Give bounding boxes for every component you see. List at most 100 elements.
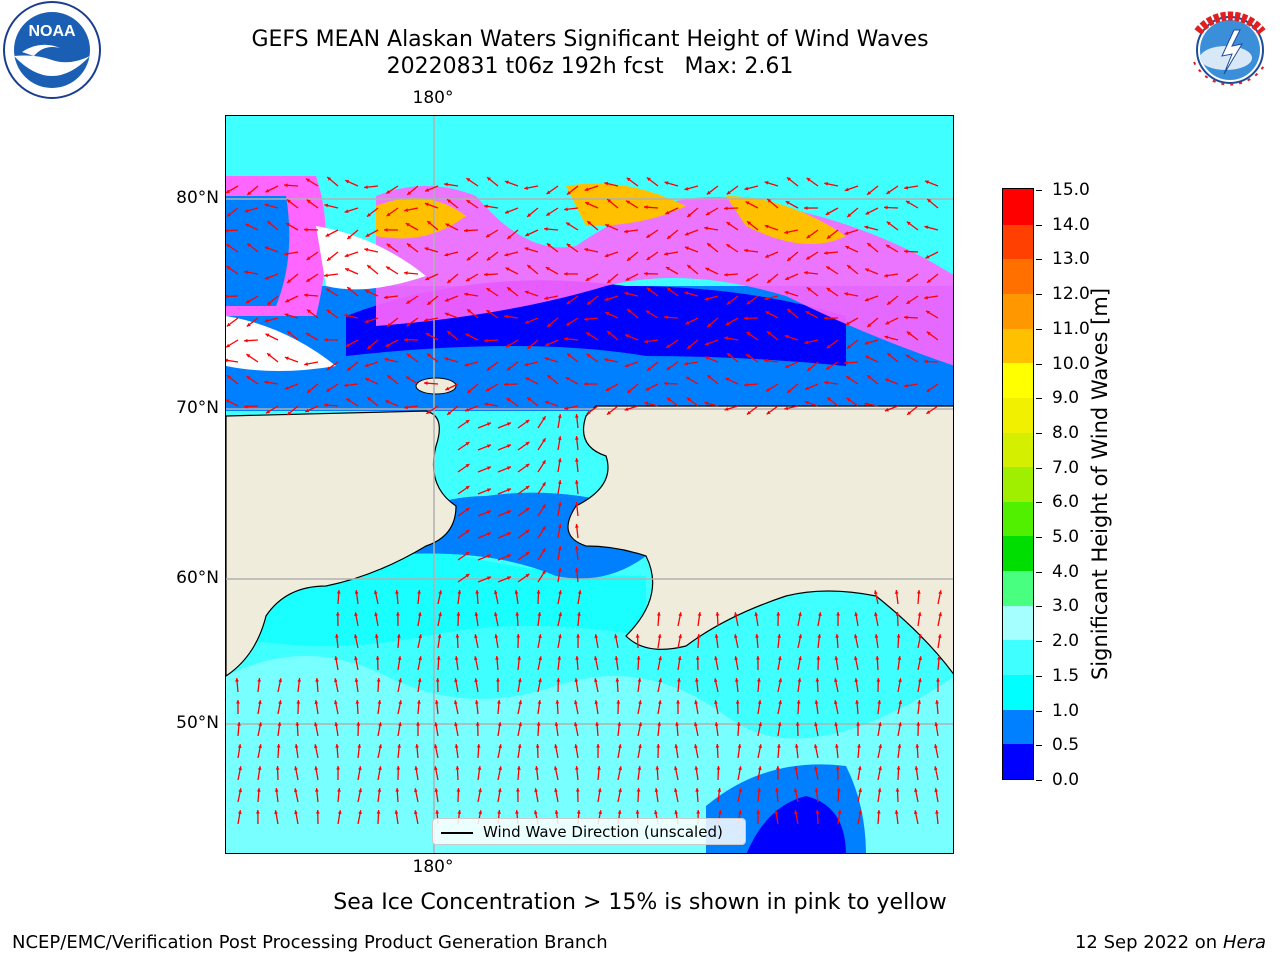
arrow-head (397, 744, 402, 748)
arrow-head (584, 382, 588, 386)
colorbar-segment (1003, 709, 1033, 745)
arrow-head (285, 223, 290, 227)
arrow-head (558, 590, 562, 595)
arrow-head (764, 358, 768, 363)
arrow-head (656, 612, 661, 616)
arrow-head (547, 375, 552, 379)
arrow-head (315, 810, 320, 814)
arrow-head (898, 700, 903, 705)
title-line-2: 20220831 t06z 192h fcst Max: 2.61 (386, 54, 794, 79)
arrow-head (486, 256, 491, 261)
arrow-head (315, 678, 320, 682)
arrow-head (457, 810, 462, 814)
arrow-head (884, 407, 889, 412)
arrow-head (693, 722, 698, 727)
arrow-head (284, 251, 289, 256)
arrow-head (307, 389, 312, 393)
arrow-head (756, 656, 760, 660)
arrow-head (846, 397, 851, 402)
arrow-head (484, 204, 488, 209)
arrow-head (487, 444, 492, 448)
arrow-head (874, 634, 879, 638)
arrow-head (637, 766, 642, 770)
arrow-head (417, 700, 421, 704)
arrow-head (734, 656, 739, 661)
arrow-head (744, 316, 748, 321)
arrow-head (704, 297, 709, 301)
arrow-head (804, 400, 809, 405)
arrow-head (638, 722, 643, 727)
arrow-head (617, 810, 622, 814)
arrow-head (738, 810, 742, 815)
arrow-head (864, 297, 869, 302)
colorbar-tick-label: 14.0 (1052, 214, 1090, 235)
arrow-head (915, 744, 920, 748)
arrow-head (557, 458, 562, 462)
land-alaska (567, 405, 953, 675)
arrow-head (474, 700, 479, 704)
footer-host: Hera (1222, 932, 1266, 953)
arrow-head (525, 441, 530, 446)
arrow-head (806, 177, 811, 182)
arrow-head (726, 300, 731, 305)
legend-line-icon (441, 832, 473, 834)
arrow-head (237, 744, 242, 748)
arrow-head (784, 334, 789, 339)
arrow-head (918, 634, 922, 639)
colorbar-tick (1036, 675, 1042, 677)
arrow-head (244, 338, 248, 343)
arrow-head (695, 656, 700, 660)
arrow-head (344, 253, 349, 258)
colorbar-tick (1036, 710, 1042, 712)
arrow-head (666, 366, 671, 370)
arrow-head (504, 210, 509, 214)
arrow-head (336, 766, 340, 770)
arrow-head (857, 744, 861, 748)
arrow-head (926, 410, 931, 414)
arrow-head (226, 343, 230, 348)
arrow-head (594, 634, 599, 638)
sea-ice-caption: Sea Ice Concentration > 15% is shown in … (333, 890, 947, 915)
arrow-head (624, 407, 629, 411)
arrow-head (516, 634, 521, 638)
arrow-head (605, 387, 610, 391)
arrow-head (456, 788, 461, 792)
arrow-head (525, 507, 530, 512)
arrow-head (778, 700, 782, 705)
arrow-head (557, 546, 562, 550)
colorbar-tick (1036, 537, 1042, 539)
arrow-head (306, 278, 311, 282)
arrow-head (396, 634, 401, 638)
arrow-head (525, 320, 530, 324)
arrow-head (453, 700, 458, 705)
arrow-head (476, 744, 481, 748)
arrow-head (406, 322, 411, 327)
arrow-head (494, 612, 498, 617)
colorbar (1002, 188, 1034, 780)
arrow-head (815, 678, 820, 682)
arrow-head (516, 766, 521, 770)
arrow-head (364, 319, 369, 324)
arrow-head (364, 247, 369, 252)
arrow-head (475, 590, 480, 594)
arrow-head (427, 301, 432, 305)
arrow-head (847, 265, 852, 269)
arrow-head (474, 612, 479, 616)
arrow-head (624, 291, 629, 296)
arrow-head (867, 243, 872, 247)
arrow-head (894, 810, 899, 814)
arrow-head (514, 590, 519, 594)
arrow-head (314, 766, 319, 770)
arrow-head (867, 323, 872, 327)
arrow-head (714, 656, 718, 661)
arrow-head (293, 788, 298, 793)
arrow-head (664, 315, 668, 320)
arrow-head (447, 279, 452, 283)
arrow-head (798, 634, 803, 639)
arrow-head (674, 810, 679, 814)
arrow-head (566, 243, 571, 248)
arrow-head (314, 722, 318, 727)
arrow-head (576, 634, 580, 638)
arrow-head (625, 334, 630, 338)
arrow-head (725, 321, 730, 325)
